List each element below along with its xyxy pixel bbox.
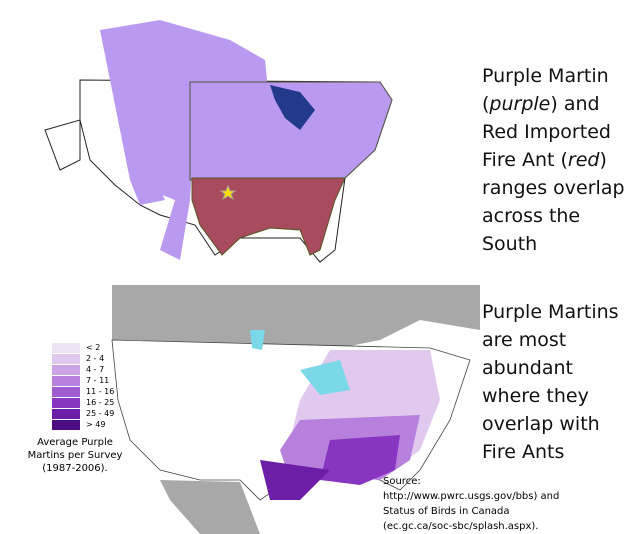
- legend-swatch: [52, 408, 80, 419]
- caption-part: red: [567, 149, 600, 171]
- legend-item: > 49: [52, 419, 114, 430]
- legend-swatch: [52, 397, 80, 408]
- caption-part: purple: [489, 93, 551, 115]
- legend-label: > 49: [86, 420, 106, 429]
- legend-swatch: [52, 364, 80, 375]
- legend-label: 7 - 11: [86, 376, 110, 385]
- caption-top: Purple Martin (purple) and Red Imported …: [482, 62, 632, 258]
- legend-swatch: [52, 353, 80, 364]
- source: Source: http://www.pwrc.usgs.gov/bbs) an…: [383, 476, 560, 532]
- legend-label: 25 - 49: [86, 409, 115, 418]
- legend-item: 11 - 16: [52, 386, 114, 397]
- legend-swatch: [52, 342, 80, 353]
- legend-title: Average Purple Martins per Survey (1987-…: [27, 437, 123, 474]
- caption-part: ) ranges overlap across the South: [482, 149, 625, 255]
- legend-label: 11 - 16: [86, 387, 115, 396]
- legend-label: 4 - 7: [86, 365, 105, 374]
- legend-item: 25 - 49: [52, 408, 114, 419]
- abundance-map: [111, 285, 480, 534]
- legend-swatch: [52, 375, 80, 386]
- legend-swatch: [52, 386, 80, 397]
- legend-label: 16 - 25: [86, 398, 115, 407]
- legend-label: < 2: [86, 343, 101, 352]
- legend-swatch: [52, 419, 80, 430]
- legend-item: 7 - 11: [52, 375, 114, 386]
- legend-item: 16 - 25: [52, 397, 114, 408]
- legend-item: < 2: [52, 342, 114, 353]
- range-map: [44, 20, 393, 263]
- legend: < 2 2 - 4 4 - 7 7 - 11 11 - 16 16 - 25 25 - 49…: [52, 342, 114, 430]
- caption-part: ) and Red Imported Fire Ant (: [482, 93, 611, 171]
- legend-item: 4 - 7: [52, 364, 114, 375]
- caption-part: Purple Martin (: [482, 65, 609, 115]
- legend-label: 2 - 4: [86, 354, 105, 363]
- caption-bottom: Purple Martins are most abundant where t…: [482, 301, 619, 463]
- legend-item: 2 - 4: [52, 353, 114, 364]
